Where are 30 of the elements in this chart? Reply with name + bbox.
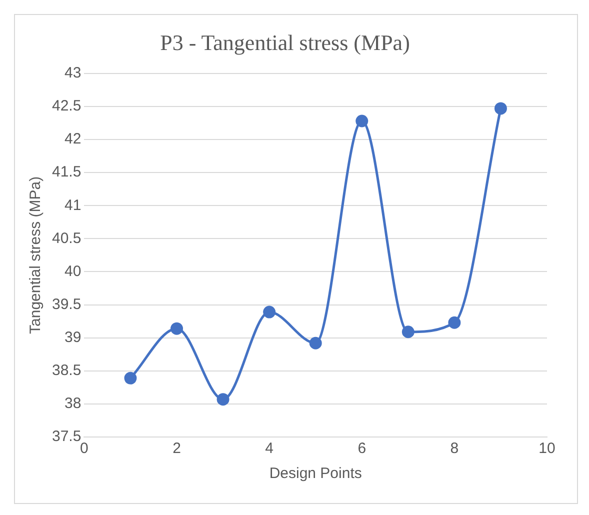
point	[494, 102, 507, 115]
y-axis-title: Tangential stress (MPa)	[27, 176, 44, 334]
y-tick-label: 40.5	[52, 230, 82, 247]
chart-title: P3 - Tangential stress (MPa)	[160, 30, 410, 55]
point	[356, 114, 368, 128]
x-tick-label: 2	[172, 440, 181, 458]
x-tick-label: 10	[538, 440, 556, 458]
point	[448, 316, 461, 329]
x-tick-label: 8	[450, 440, 459, 458]
point	[309, 336, 322, 350]
x-tick-label: 4	[265, 440, 274, 458]
point	[402, 326, 414, 338]
y-tick-label: 38.5	[52, 362, 82, 380]
point	[124, 372, 137, 384]
point	[170, 322, 184, 335]
y-tick-label: 42	[64, 130, 82, 148]
point	[216, 393, 230, 406]
x-tick-label: 0	[80, 440, 88, 458]
y-tick-label: 41	[64, 196, 82, 214]
x-tick-label: 6	[358, 440, 366, 458]
point	[263, 306, 276, 318]
y-tick-label: 39	[64, 328, 82, 346]
y-tick-label: 43	[64, 64, 82, 82]
x-axis-title: Design Points	[269, 465, 362, 482]
y-tick-label: 40	[64, 262, 82, 280]
y-tick-label: 37.5	[52, 428, 82, 446]
y-tick-label: 38	[64, 395, 82, 412]
y-tick-label: 42.5	[52, 98, 82, 115]
y-tick-label: 39.5	[52, 296, 82, 313]
y-tick-label: 41.5	[52, 164, 82, 181]
